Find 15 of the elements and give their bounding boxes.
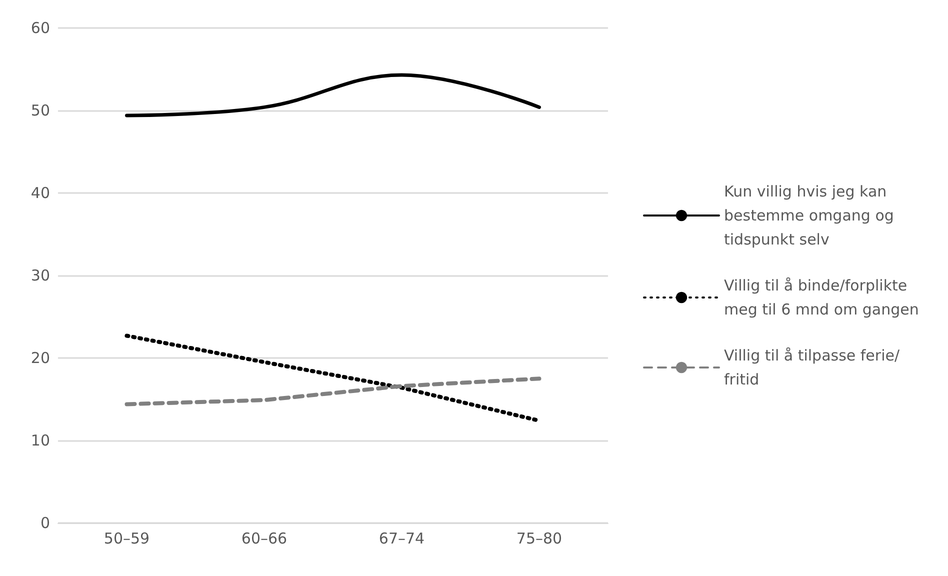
line-series [124,376,542,406]
legend-label: Villig til å tilpasse ferie/fritid [724,346,900,388]
x-tick-label: 60–66 [241,530,288,548]
y-tick-label: 20 [30,349,50,367]
x-tick-label: 75–80 [516,530,562,548]
x-tick-label: 50–59 [104,530,150,548]
y-tick-label: 50 [30,102,50,120]
y-tick-label: 40 [30,184,50,202]
legend-label: Villig til å binde/forplikte meg til 6 mnd om gangen [724,276,919,318]
y-tick-label: 60 [30,19,50,37]
x-tick-label: 67–74 [378,530,425,548]
y-tick-label: 30 [30,266,50,284]
legend-label: Kun villig hvis jeg kan bestemme omgang og tidspunkt selv [724,182,899,248]
y-tick-label: 10 [30,432,50,450]
y-tick-label: 0 [40,514,50,532]
